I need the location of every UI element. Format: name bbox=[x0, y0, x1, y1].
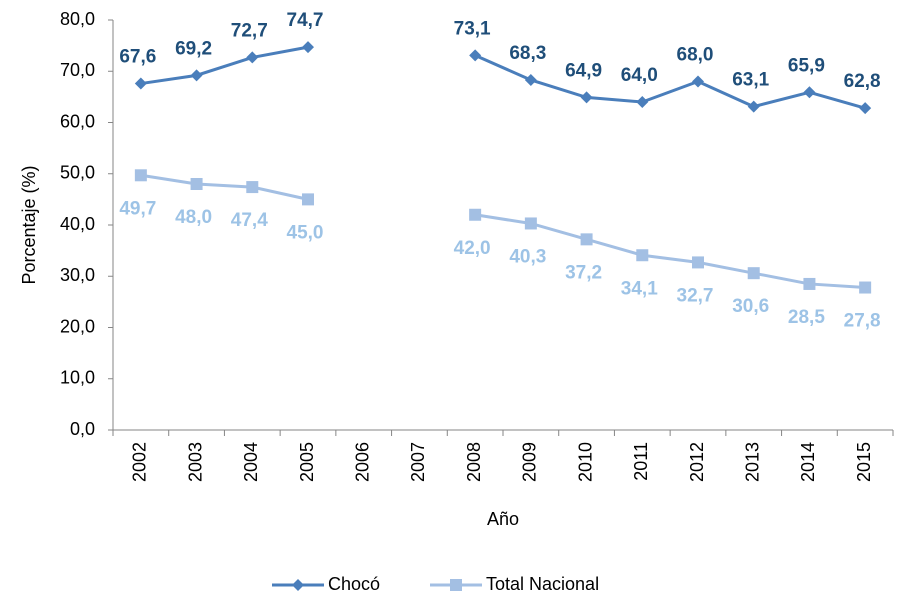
point bbox=[302, 193, 314, 206]
point bbox=[246, 181, 259, 194]
point bbox=[692, 75, 704, 88]
x-tick-label: 2006 bbox=[352, 442, 372, 482]
y-tick-label: 20,0 bbox=[60, 316, 95, 336]
y-axis-label: Porcentaje (%) bbox=[19, 165, 39, 284]
data-label: 49,7 bbox=[119, 198, 156, 219]
point bbox=[524, 217, 537, 230]
point bbox=[469, 49, 482, 62]
data-label: 40,3 bbox=[509, 246, 546, 267]
x-tick-label: 2007 bbox=[408, 442, 428, 482]
y-tick-label: 60,0 bbox=[60, 111, 95, 131]
point bbox=[859, 102, 872, 115]
point bbox=[803, 86, 816, 99]
point bbox=[134, 77, 147, 90]
point bbox=[803, 277, 816, 290]
point bbox=[747, 100, 760, 113]
data-label: 34,1 bbox=[621, 278, 658, 299]
point bbox=[524, 73, 537, 86]
point bbox=[302, 41, 314, 54]
data-label: 63,1 bbox=[732, 70, 769, 91]
y-tick-label: 0,0 bbox=[70, 419, 95, 439]
data-label: 68,0 bbox=[677, 45, 714, 66]
point bbox=[190, 69, 203, 82]
data-label: 64,0 bbox=[621, 65, 658, 86]
data-label: 67,6 bbox=[119, 47, 156, 68]
x-tick-label: 2009 bbox=[520, 442, 540, 482]
legend-label: Total Nacional bbox=[486, 574, 599, 594]
y-tick-label: 30,0 bbox=[60, 265, 95, 285]
x-axis-label: Año bbox=[487, 509, 519, 529]
x-tick-label: 2003 bbox=[185, 442, 205, 482]
data-label: 73,1 bbox=[454, 18, 491, 39]
x-tick-label: 2013 bbox=[742, 442, 762, 482]
y-tick-label: 80,0 bbox=[60, 9, 95, 29]
legend-marker bbox=[292, 579, 304, 591]
x-tick-label: 2004 bbox=[241, 442, 261, 482]
data-label: 37,2 bbox=[565, 262, 602, 283]
point bbox=[692, 256, 704, 269]
y-tick-label: 50,0 bbox=[60, 163, 95, 183]
point bbox=[580, 91, 593, 104]
series-line bbox=[140, 45, 866, 110]
point bbox=[636, 249, 649, 262]
point bbox=[246, 51, 259, 64]
data-label: 30,6 bbox=[732, 296, 769, 317]
y-tick-label: 70,0 bbox=[60, 60, 95, 80]
data-label: 74,7 bbox=[287, 10, 324, 31]
x-tick-label: 2014 bbox=[798, 442, 818, 482]
legend-marker bbox=[450, 579, 462, 591]
data-label: 65,9 bbox=[788, 55, 825, 76]
point bbox=[580, 233, 593, 246]
y-tick-label: 40,0 bbox=[60, 214, 95, 234]
data-label: 64,9 bbox=[565, 60, 602, 81]
x-tick-label: 2010 bbox=[575, 442, 595, 482]
data-label: 28,5 bbox=[788, 307, 825, 328]
data-label: 47,4 bbox=[231, 210, 268, 231]
x-tick-label: 2005 bbox=[297, 442, 317, 482]
data-label: 72,7 bbox=[231, 20, 268, 41]
series-line bbox=[140, 173, 866, 290]
point bbox=[859, 281, 872, 294]
point bbox=[134, 169, 147, 182]
data-label: 62,8 bbox=[844, 71, 881, 92]
legend-label: Chocó bbox=[328, 574, 380, 594]
x-tick-label: 2011 bbox=[631, 442, 651, 481]
point bbox=[190, 178, 203, 190]
x-tick-label: 2015 bbox=[854, 442, 874, 482]
y-tick-label: 10,0 bbox=[60, 368, 95, 388]
point bbox=[469, 208, 482, 221]
data-label: 45,0 bbox=[287, 222, 324, 243]
data-label: 48,0 bbox=[175, 207, 212, 228]
data-label: 32,7 bbox=[677, 285, 714, 306]
x-tick-label: 2008 bbox=[464, 442, 484, 482]
data-label: 42,0 bbox=[454, 238, 491, 259]
x-tick-label: 2002 bbox=[130, 442, 150, 482]
point bbox=[747, 267, 760, 280]
data-label: 27,8 bbox=[844, 311, 881, 332]
point bbox=[636, 96, 649, 108]
x-tick-label: 2012 bbox=[687, 442, 707, 482]
data-label: 68,3 bbox=[509, 43, 546, 64]
data-label: 69,2 bbox=[175, 38, 212, 59]
